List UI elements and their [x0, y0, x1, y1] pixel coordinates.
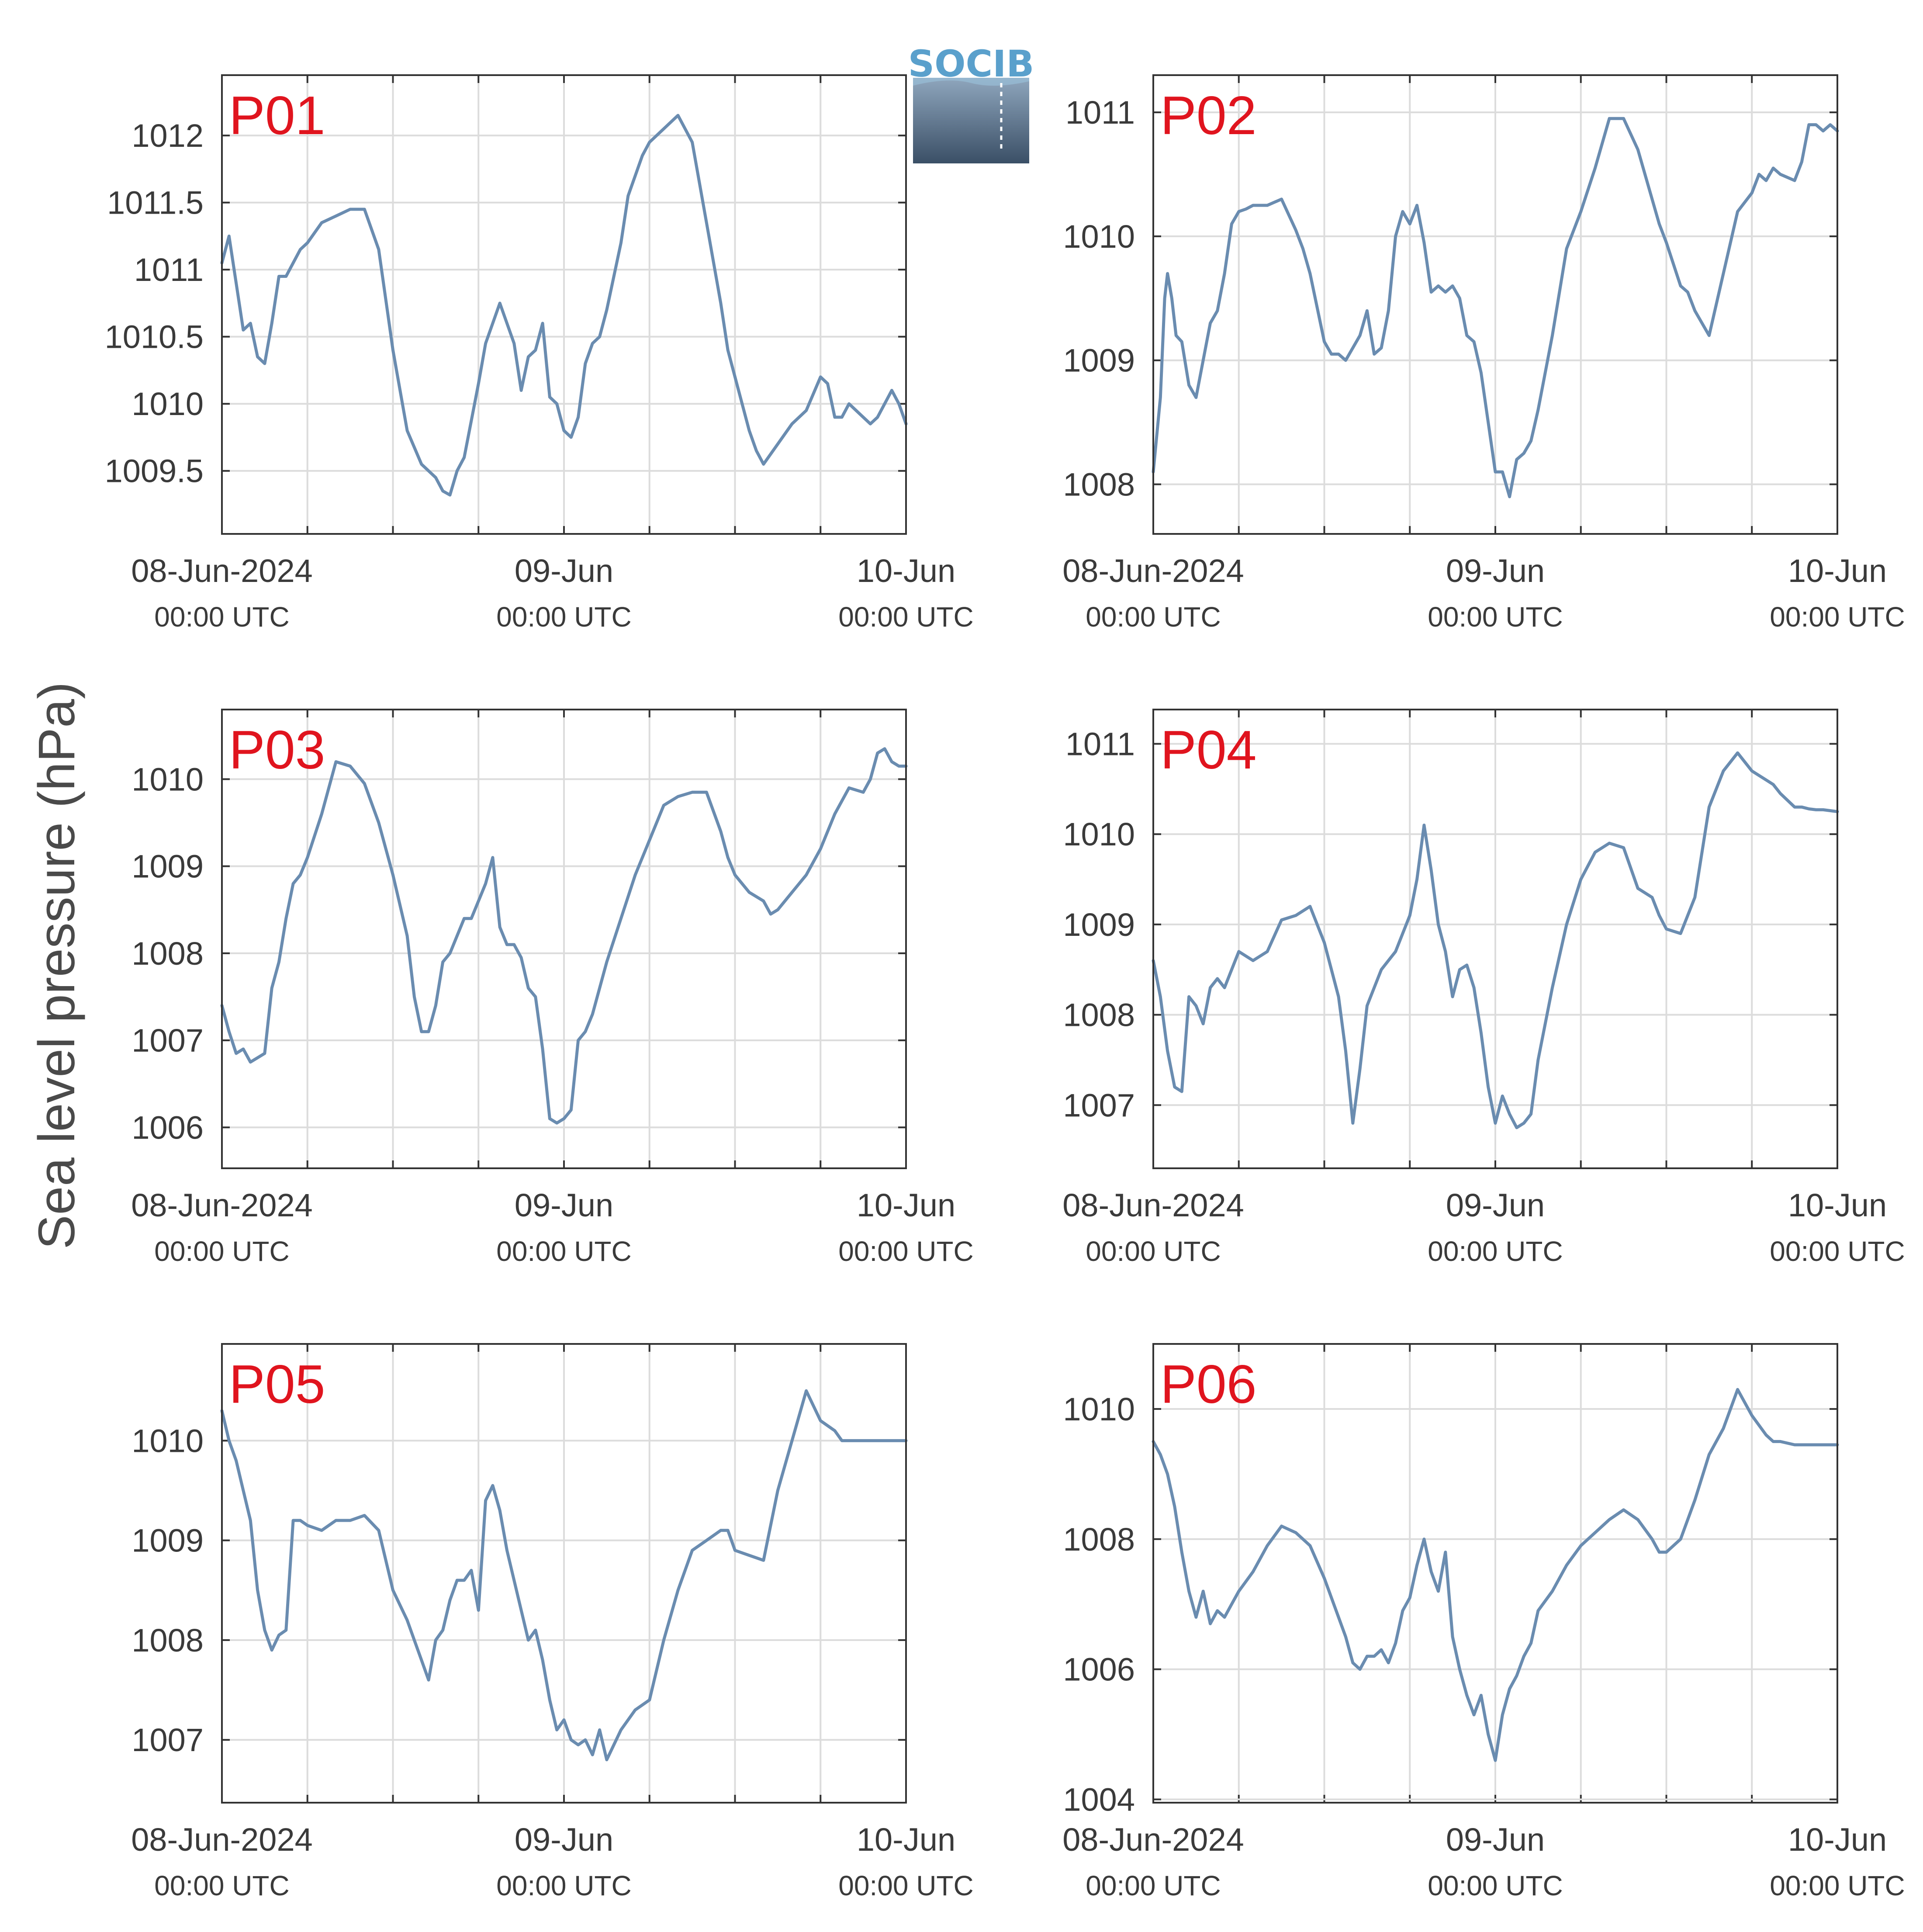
- y-tick-label: 1011.5: [107, 185, 204, 221]
- x-tick-sublabel: 00:00 UTC: [1770, 1236, 1905, 1267]
- x-tick-label: 09-Jun: [515, 1821, 613, 1858]
- axes-box: [1152, 1343, 1838, 1804]
- x-tick-sublabel: 00:00 UTC: [1428, 1870, 1563, 1901]
- x-tick-label: 09-Jun: [1446, 553, 1545, 589]
- x-tick-label: 08-Jun-2024: [131, 553, 313, 589]
- x-tick-sublabel: 00:00 UTC: [1770, 1870, 1905, 1901]
- y-tick-label: 1009: [1063, 343, 1135, 379]
- y-tick-label: 1004: [1063, 1782, 1135, 1818]
- socib-logo: SOCIB: [908, 42, 1034, 163]
- series-line: [220, 114, 908, 497]
- axes-box: [221, 74, 907, 535]
- x-tick-sublabel: 00:00 UTC: [1086, 1236, 1221, 1267]
- x-tick-sublabel: 00:00 UTC: [1086, 601, 1221, 633]
- x-tick-label: 10-Jun: [857, 1821, 955, 1858]
- x-tick-label: 09-Jun: [515, 1187, 613, 1223]
- panel-p05: 1007 1008 1009 1010 08-Jun-2024 00:00 UTC 09-J…: [131, 1343, 974, 1901]
- socib-logo-text: SOCIB: [908, 42, 1034, 85]
- x-tick-sublabel: 00:00 UTC: [1428, 601, 1563, 633]
- axes-box: [1152, 74, 1838, 535]
- x-tick-label: 08-Jun-2024: [1062, 1821, 1244, 1858]
- panel-p03: 1006 1007 1008 1009 1010 08-Jun-2024 00:00 UTC…: [131, 709, 974, 1267]
- y-tick-label: 1009: [131, 848, 204, 885]
- x-tick-sublabel: 00:00 UTC: [154, 1236, 289, 1267]
- x-tick-sublabel: 00:00 UTC: [154, 1870, 289, 1901]
- panel-p01: 1009.5 1010 1010.5 1011 1011.5 1012 08-Jun-202…: [105, 74, 974, 633]
- x-tick-label: 10-Jun: [1788, 553, 1887, 589]
- y-tick-label: 1012: [131, 118, 204, 154]
- x-tick-label: 10-Jun: [857, 1187, 955, 1223]
- x-tick-sublabel: 00:00 UTC: [496, 1236, 631, 1267]
- series-line: [1152, 751, 1839, 1129]
- y-tick-label: 1009.5: [105, 453, 204, 489]
- y-tick-label: 1010: [1063, 816, 1135, 852]
- x-tick-sublabel: 00:00 UTC: [496, 601, 631, 633]
- x-tick-label: 08-Jun-2024: [1062, 553, 1244, 589]
- y-tick-label: 1010: [131, 386, 204, 422]
- series-line: [220, 1389, 908, 1762]
- y-tick-label: 1006: [131, 1109, 204, 1146]
- x-tick-sublabel: 00:00 UTC: [154, 601, 289, 633]
- x-tick-label: 08-Jun-2024: [131, 1821, 313, 1858]
- y-tick-label: 1010: [131, 1423, 204, 1459]
- x-tick-sublabel: 00:00 UTC: [496, 1870, 631, 1901]
- x-tick-sublabel: 00:00 UTC: [1428, 1236, 1563, 1267]
- panel-title: P06: [1160, 1354, 1257, 1415]
- y-tick-label: 1010.5: [105, 319, 204, 355]
- y-tick-label: 1008: [1063, 466, 1135, 502]
- y-tick-label: 1009: [1063, 907, 1135, 943]
- x-tick-sublabel: 00:00 UTC: [838, 601, 973, 633]
- x-tick-sublabel: 00:00 UTC: [1770, 601, 1905, 633]
- series-line: [220, 747, 908, 1125]
- x-tick-sublabel: 00:00 UTC: [1086, 1870, 1221, 1901]
- axes-box: [221, 1343, 907, 1804]
- axes-box: [1152, 709, 1838, 1169]
- x-tick-label: 09-Jun: [1446, 1821, 1545, 1858]
- panel-title: P01: [229, 86, 325, 146]
- y-axis-label: Sea level pressure (hPa): [28, 682, 86, 1250]
- y-tick-label: 1010: [131, 761, 204, 797]
- y-tick-label: 1007: [1063, 1087, 1135, 1123]
- y-tick-label: 1011: [1065, 726, 1135, 762]
- y-tick-label: 1008: [131, 1622, 204, 1658]
- x-tick-sublabel: 00:00 UTC: [838, 1236, 973, 1267]
- x-tick-label: 10-Jun: [1788, 1821, 1887, 1858]
- y-tick-label: 1006: [1063, 1652, 1135, 1688]
- y-tick-label: 1008: [1063, 1521, 1135, 1558]
- panel-title: P04: [1160, 720, 1257, 780]
- y-tick-label: 1007: [131, 1722, 204, 1758]
- series-line: [1152, 1388, 1839, 1762]
- panel-p06: 1004 1006 1008 1010 08-Jun-2024 00:00 UTC 09-J…: [1062, 1343, 1905, 1901]
- x-tick-label: 08-Jun-2024: [131, 1187, 313, 1223]
- y-tick-label: 1011: [134, 252, 204, 288]
- panel-title: P02: [1160, 86, 1257, 146]
- x-tick-label: 10-Jun: [857, 553, 955, 589]
- y-tick-label: 1007: [131, 1022, 204, 1059]
- axes-box: [221, 709, 907, 1169]
- y-tick-label: 1010: [1063, 218, 1135, 255]
- y-tick-label: 1008: [131, 935, 204, 972]
- x-tick-label: 09-Jun: [515, 553, 613, 589]
- x-tick-sublabel: 00:00 UTC: [838, 1870, 973, 1901]
- x-tick-label: 09-Jun: [1446, 1187, 1545, 1223]
- y-tick-label: 1009: [131, 1523, 204, 1559]
- x-tick-label: 08-Jun-2024: [1062, 1187, 1244, 1223]
- panel-p04: 1007 1008 1009 1010 1011 08-Jun-2024 00:00 UTC…: [1062, 709, 1905, 1267]
- panel-title: P05: [229, 1354, 325, 1415]
- series-line: [1152, 117, 1839, 499]
- y-tick-label: 1011: [1065, 94, 1135, 131]
- x-tick-label: 10-Jun: [1788, 1187, 1887, 1223]
- panel-title: P03: [229, 720, 325, 780]
- y-tick-label: 1010: [1063, 1391, 1135, 1427]
- panel-p02: 1008 1009 1010 1011 08-Jun-2024 00:00 UTC 09-J…: [1062, 74, 1905, 633]
- y-tick-label: 1008: [1063, 997, 1135, 1033]
